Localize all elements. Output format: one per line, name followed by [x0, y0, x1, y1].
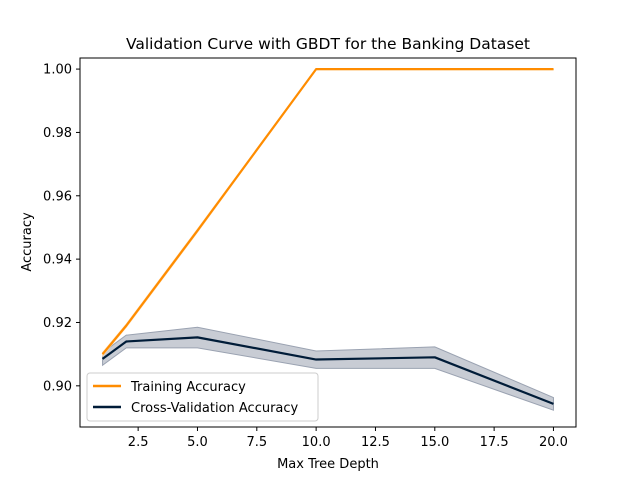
- cross-validation-band: [102, 326, 554, 411]
- x-tick-label: 15.0: [420, 435, 449, 450]
- x-axis-ticks: 2.5 5.0 7.5 10.0 12.5 15.0 17.5 20.0: [128, 427, 568, 450]
- axes-frame: [79, 57, 577, 428]
- x-tick-label: 20.0: [539, 435, 568, 450]
- y-tick-label: 0.90: [43, 379, 72, 394]
- x-tick-label: 5.0: [187, 435, 208, 450]
- y-tick-label: 0.92: [43, 316, 72, 331]
- x-tick-label: 12.5: [361, 435, 390, 450]
- y-tick-label: 1.00: [43, 63, 72, 78]
- legend-box: [86, 372, 319, 422]
- x-tick-label: 2.5: [128, 435, 149, 450]
- y-axis-label: Accuracy: [20, 212, 35, 272]
- y-tick-label: 0.98: [43, 126, 72, 141]
- x-tick-label: 17.5: [480, 435, 509, 450]
- legend-label-cross-validation: Cross-Validation Accuracy: [131, 401, 299, 416]
- plot-area: [101, 67, 554, 411]
- x-tick-label: 7.5: [246, 435, 267, 450]
- y-axis-ticks: 0.90 0.92 0.94 0.96 0.98 1.00: [43, 63, 80, 394]
- y-tick-label: 0.94: [43, 253, 72, 268]
- x-tick-label: 10.0: [302, 435, 331, 450]
- series-lines: [101, 67, 554, 405]
- cross-validation-line: [101, 336, 554, 405]
- chart-title: Validation Curve with GBDT for the Banki…: [126, 35, 530, 53]
- legend-label-training: Training Accuracy: [130, 380, 246, 395]
- training-line: [101, 67, 554, 355]
- legend: Training Accuracy Cross-Validation Accur…: [86, 372, 319, 422]
- y-tick-label: 0.96: [43, 189, 72, 204]
- x-axis-label: Max Tree Depth: [277, 457, 379, 472]
